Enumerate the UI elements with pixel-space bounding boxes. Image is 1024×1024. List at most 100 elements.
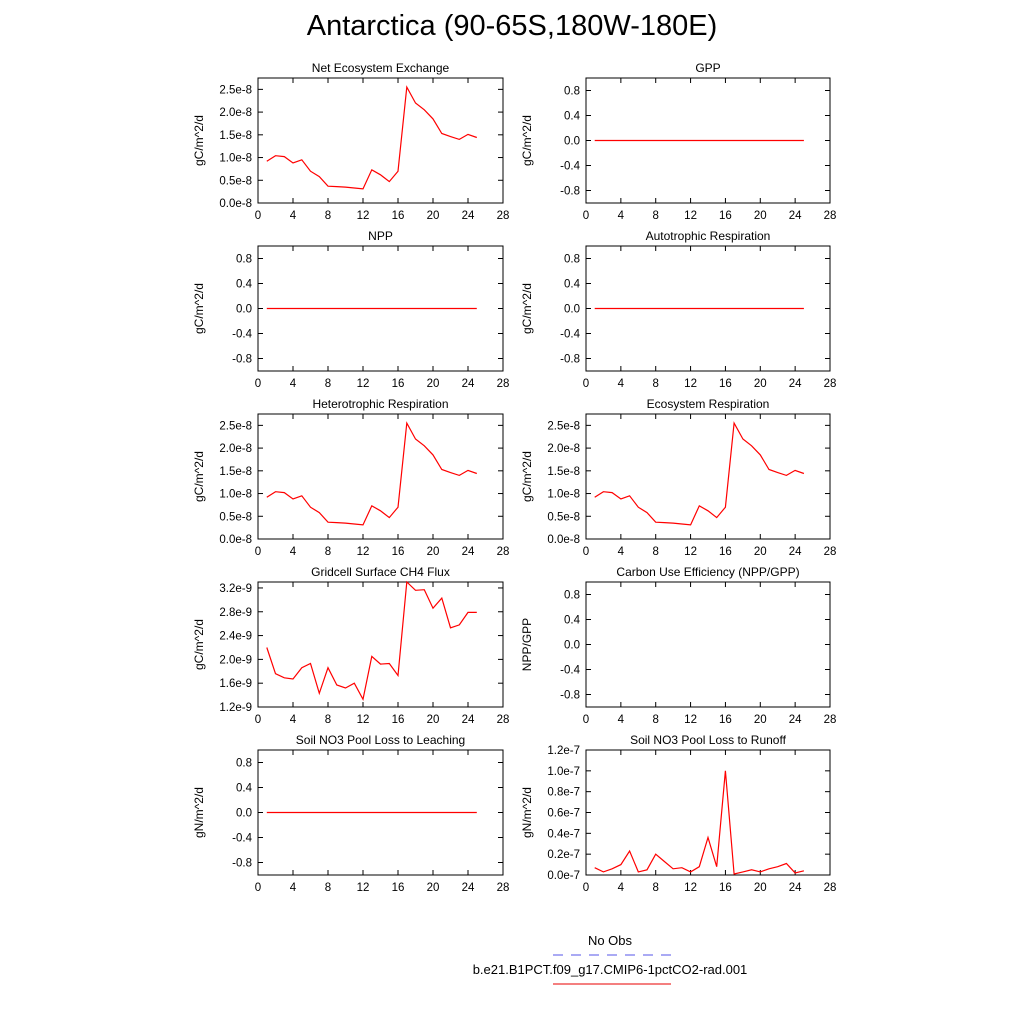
- y-tick-label: 3.2e-9: [219, 583, 252, 595]
- panel-title: Soil NO3 Pool Loss to Leaching: [296, 733, 465, 747]
- x-tick-label: 24: [462, 882, 475, 894]
- x-tick-label: 4: [618, 546, 625, 558]
- x-tick-label: 20: [754, 546, 767, 558]
- panel-9: Soil NO3 Pool Loss to Leaching gN/m^2/d 0 4…: [192, 733, 509, 894]
- y-axis-label: gC/m^2/d: [192, 283, 206, 334]
- series-line: [266, 421, 477, 526]
- x-tick-label: 8: [653, 210, 659, 222]
- y-tick-label: -0.4: [232, 833, 252, 845]
- x-tick-label: 20: [427, 714, 440, 726]
- x-tick-label: 0: [583, 714, 589, 726]
- y-tick-label: 0.0: [236, 808, 252, 820]
- panel-5: Heterotrophic Respiration gC/m^2/d 0 4 8 12 16…: [192, 397, 509, 558]
- panel-title: Carbon Use Efficiency (NPP/GPP): [616, 565, 799, 579]
- x-tick-label: 28: [824, 882, 837, 894]
- x-tick-label: 24: [462, 714, 475, 726]
- x-tick-label: 4: [618, 210, 625, 222]
- panel-1: Net Ecosystem Exchange gC/m^2/d 0 4 8 12 16 20 2…: [192, 61, 509, 222]
- x-tick-label: 28: [497, 210, 510, 222]
- x-tick-label: 0: [255, 546, 261, 558]
- x-tick-label: 20: [427, 546, 440, 558]
- x-tick-label: 24: [462, 546, 475, 558]
- x-tick-label: 24: [789, 714, 802, 726]
- x-tick-label: 16: [392, 882, 405, 894]
- x-tick-label: 4: [290, 714, 297, 726]
- y-tick-label: 0.4: [564, 279, 581, 291]
- y-tick-label: 1.0e-8: [219, 153, 252, 165]
- y-tick-label: 1.0e-8: [547, 489, 580, 501]
- y-tick-label: 0.0e-8: [219, 198, 252, 210]
- y-tick-label: 1.2e-7: [547, 745, 580, 757]
- x-tick-label: 0: [255, 714, 261, 726]
- y-axis-label: gC/m^2/d: [192, 619, 206, 670]
- x-tick-label: 16: [719, 714, 732, 726]
- x-tick-label: 8: [653, 378, 659, 390]
- x-tick-label: 24: [789, 210, 802, 222]
- series-line: [266, 580, 477, 702]
- y-axis-label: gC/m^2/d: [520, 283, 534, 334]
- plot-frame: [585, 749, 831, 876]
- y-tick-label: 0.8: [564, 590, 580, 602]
- x-tick-label: 24: [462, 378, 475, 390]
- x-tick-label: 0: [583, 210, 589, 222]
- y-tick-label: 0.0: [236, 304, 252, 316]
- x-tick-label: 8: [653, 882, 659, 894]
- x-tick-label: 12: [684, 714, 697, 726]
- x-tick-label: 20: [427, 210, 440, 222]
- x-tick-label: 24: [462, 210, 475, 222]
- y-tick-label: -0.8: [232, 858, 252, 870]
- x-tick-label: 24: [789, 546, 802, 558]
- x-tick-label: 0: [255, 210, 261, 222]
- x-tick-label: 16: [392, 210, 405, 222]
- panel-4: Autotrophic Respiration gC/m^2/d 0 4 8 12 16 20…: [520, 229, 836, 390]
- x-tick-label: 16: [392, 378, 405, 390]
- y-tick-label: -0.4: [232, 329, 252, 341]
- y-tick-label: 0.0e-8: [219, 534, 252, 546]
- y-axis-label: gN/m^2/d: [520, 787, 534, 838]
- panel-title: Soil NO3 Pool Loss to Runoff: [630, 733, 787, 747]
- y-tick-label: 0.8: [564, 86, 580, 98]
- panel-title: GPP: [695, 61, 720, 75]
- x-tick-label: 28: [824, 714, 837, 726]
- y-tick-label: 2.5e-8: [219, 420, 252, 432]
- legend-label-no-obs: No Obs: [587, 933, 633, 948]
- x-tick-label: 12: [357, 210, 370, 222]
- legend-label-model-run: b.e21.B1PCT.f09_g17.CMIP6-1pctCO2-rad.00…: [472, 962, 748, 977]
- x-tick-label: 8: [325, 546, 331, 558]
- y-axis-label: gC/m^2/d: [192, 115, 206, 166]
- x-tick-label: 8: [325, 714, 331, 726]
- x-tick-label: 4: [290, 210, 297, 222]
- x-tick-label: 12: [684, 546, 697, 558]
- x-tick-label: 4: [618, 378, 625, 390]
- x-tick-label: 16: [392, 546, 405, 558]
- x-tick-label: 12: [357, 882, 370, 894]
- series-line: [594, 770, 805, 875]
- y-tick-label: 2.8e-9: [219, 607, 252, 619]
- y-tick-label: 0.6e-7: [547, 808, 580, 820]
- x-tick-label: 16: [719, 210, 732, 222]
- y-tick-label: 0.0e-8: [547, 534, 580, 546]
- y-tick-label: 0.8: [564, 254, 580, 266]
- y-tick-label: 1.6e-9: [219, 678, 252, 690]
- x-tick-label: 16: [392, 714, 405, 726]
- x-tick-label: 28: [497, 882, 510, 894]
- figure-title: Antarctica (90-65S,180W-180E): [306, 10, 718, 42]
- panel-8: Carbon Use Efficiency (NPP/GPP) NPP/GPP 0 4…: [520, 565, 836, 726]
- x-tick-label: 0: [255, 378, 261, 390]
- y-tick-label: 0.2e-7: [547, 849, 580, 861]
- x-tick-label: 20: [754, 714, 767, 726]
- x-tick-label: 24: [789, 882, 802, 894]
- y-tick-label: 0.4: [236, 279, 253, 291]
- x-tick-label: 4: [618, 714, 625, 726]
- plot-frame: [257, 581, 504, 708]
- y-tick-label: 0.4: [564, 615, 581, 627]
- x-tick-label: 20: [754, 378, 767, 390]
- x-tick-label: 28: [497, 546, 510, 558]
- y-tick-label: 1.0e-8: [219, 489, 252, 501]
- panel-title: Heterotrophic Respiration: [312, 397, 448, 411]
- y-tick-label: 2.0e-8: [547, 443, 580, 455]
- x-tick-label: 16: [719, 546, 732, 558]
- x-tick-label: 24: [789, 378, 802, 390]
